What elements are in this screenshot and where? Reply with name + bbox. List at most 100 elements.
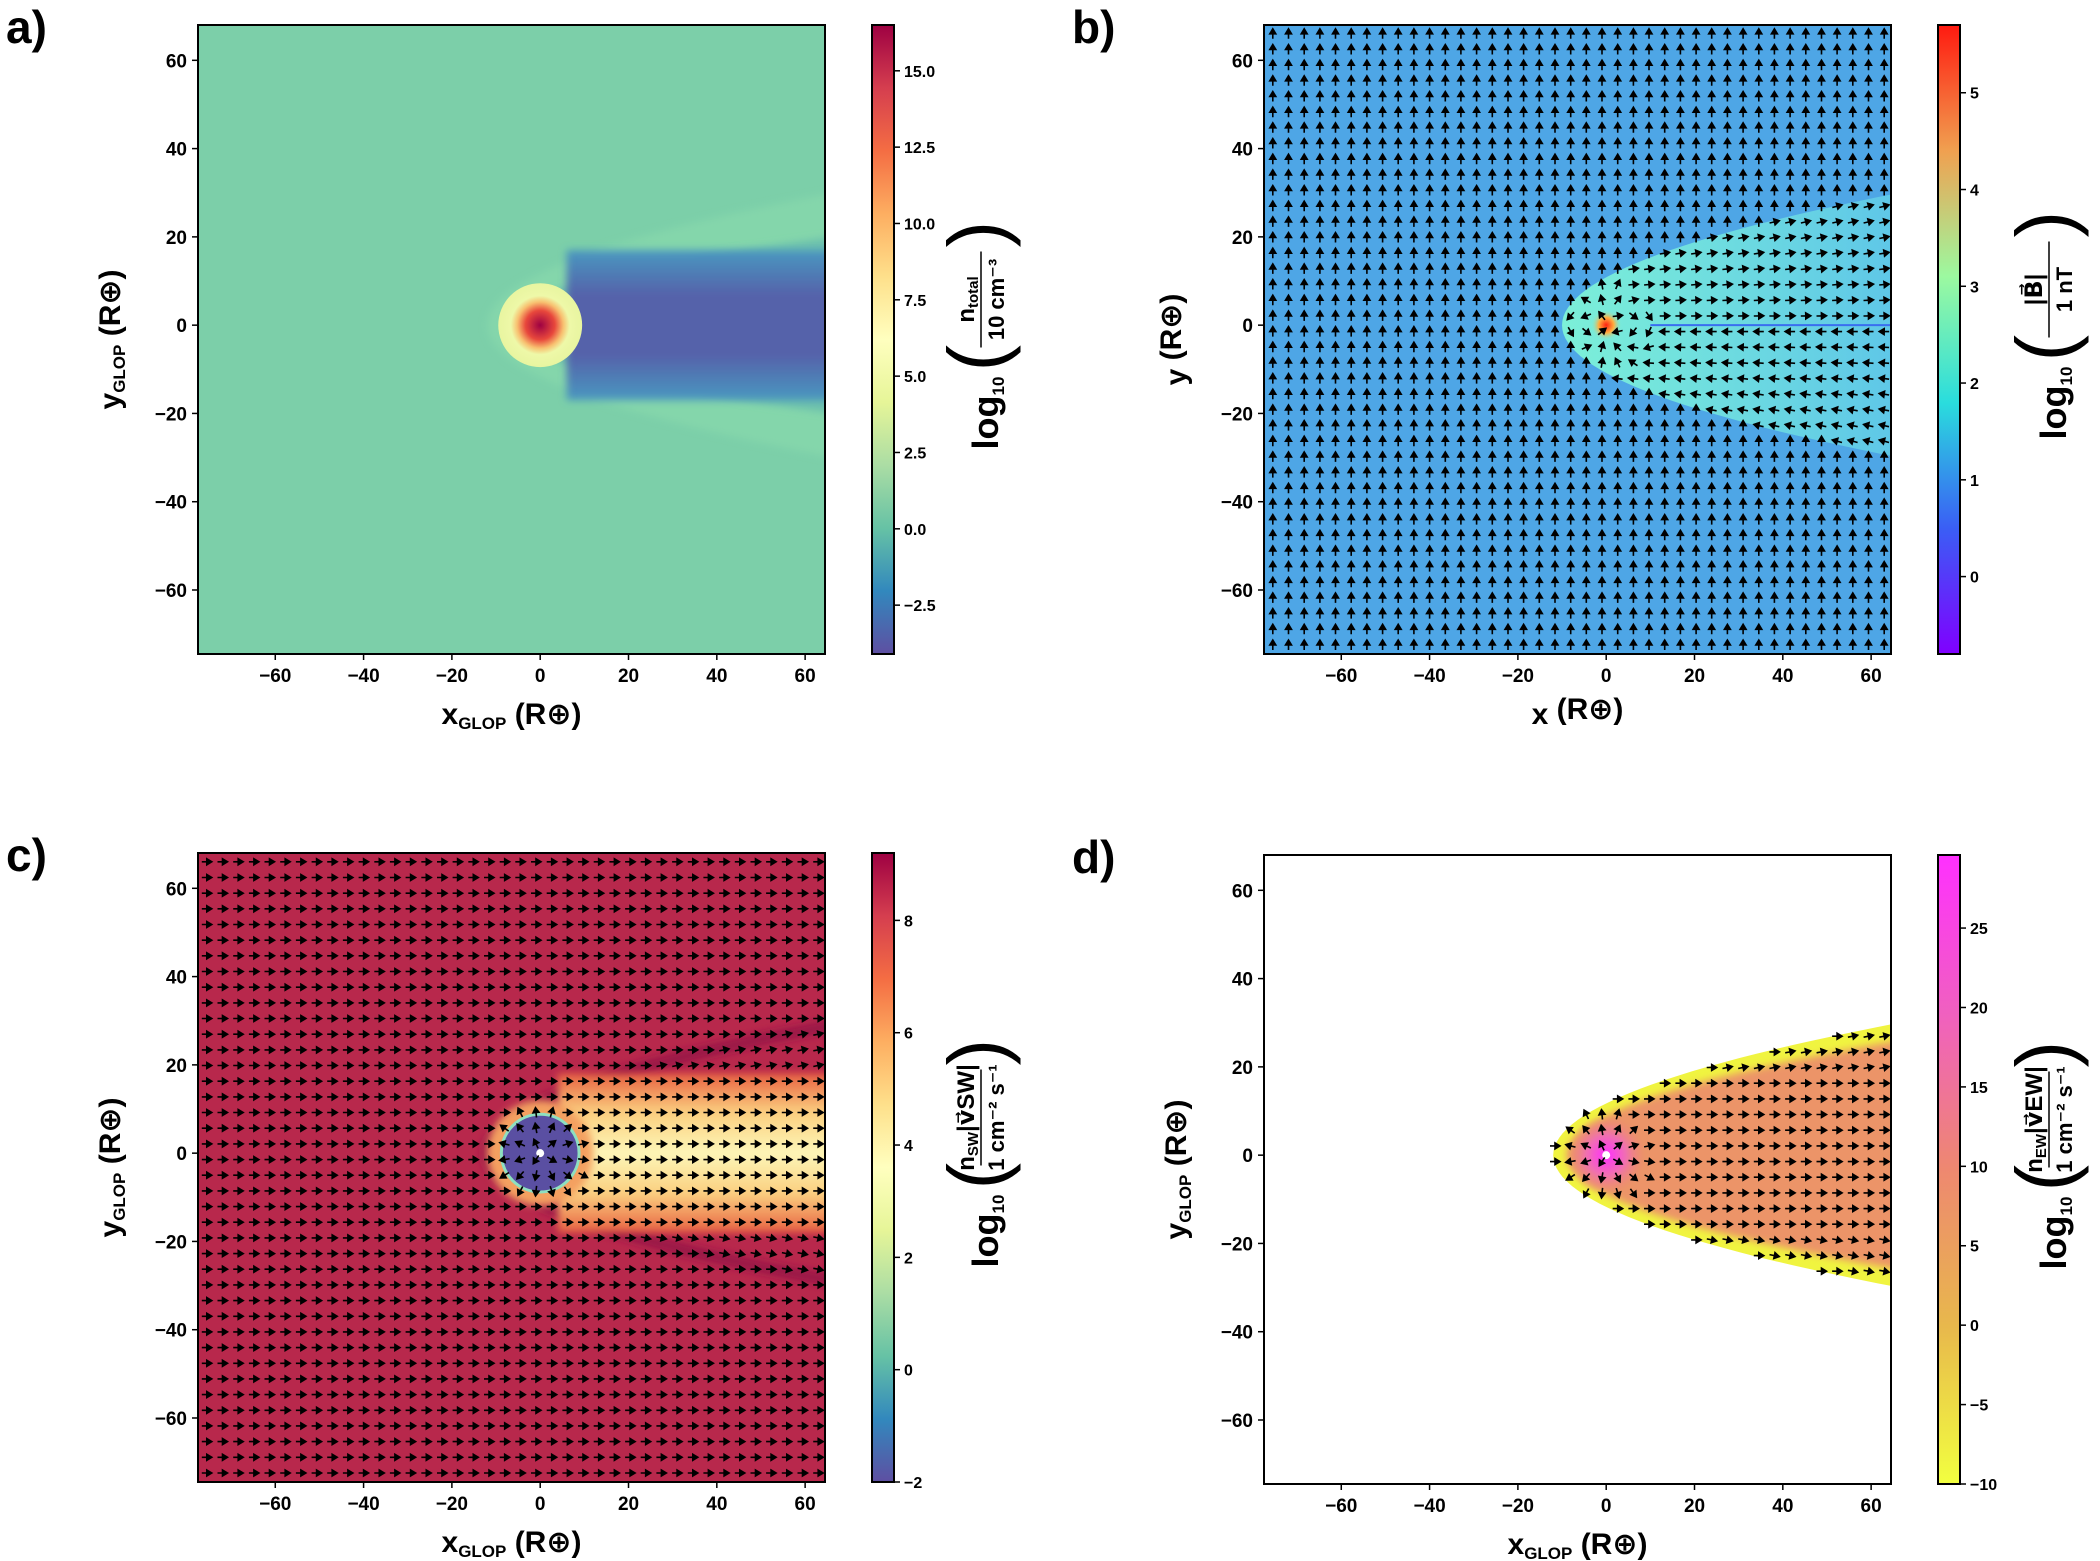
quiver-arrow — [813, 1030, 825, 1039]
quiver-arrow — [358, 1014, 371, 1023]
quiver-arrow — [531, 888, 543, 898]
quiver-arrow — [1738, 280, 1750, 289]
quiver-arrow — [531, 1233, 543, 1243]
quiver-arrow — [1691, 528, 1701, 541]
quiver-arrow — [311, 1296, 324, 1306]
quiver-arrow — [546, 1233, 559, 1243]
quiver-arrow — [1362, 168, 1372, 180]
quiver-arrow — [295, 1264, 308, 1274]
quiver-arrow — [374, 1108, 386, 1117]
quiver-arrow — [421, 1108, 433, 1117]
y-tick-label: 40 — [166, 968, 187, 989]
quiver-arrow — [311, 1217, 324, 1227]
quiver-arrow — [1628, 1204, 1640, 1214]
quiver-arrow — [295, 1014, 308, 1023]
quiver-arrow — [1487, 183, 1497, 196]
quiver-arrow — [1409, 74, 1419, 86]
quiver-arrow — [750, 1108, 763, 1117]
x-tick-label: 60 — [795, 666, 816, 687]
quiver-arrow — [264, 1437, 277, 1447]
quiver-arrow — [1268, 340, 1278, 353]
quiver-arrow — [1800, 280, 1813, 289]
quiver-arrow — [1378, 638, 1388, 650]
quiver-arrow — [672, 1233, 684, 1243]
quiver-arrow — [264, 1186, 277, 1196]
quiver-arrow — [374, 1202, 386, 1212]
quiver-arrow — [562, 998, 574, 1008]
quiver-arrow — [1753, 1219, 1766, 1229]
quiver-arrow — [342, 982, 355, 992]
quiver-arrow — [405, 1264, 418, 1274]
quiver-arrow — [374, 1186, 386, 1196]
quiver-arrow — [1268, 293, 1278, 306]
quiver-arrow — [640, 920, 653, 929]
quiver-arrow — [1487, 325, 1497, 337]
quiver-arrow — [1736, 390, 1749, 399]
quiver-arrow — [766, 1468, 778, 1478]
quiver-arrow — [1346, 387, 1356, 400]
quiver-arrow — [515, 1217, 527, 1227]
quiver-arrow — [719, 1358, 731, 1368]
quiver-arrow — [1660, 199, 1670, 212]
quiver-arrow — [1644, 575, 1654, 588]
quiver-arrow — [625, 1296, 637, 1306]
quiver-arrow — [813, 1139, 825, 1149]
quiver-arrow — [656, 1358, 668, 1368]
quiver-arrow — [1830, 390, 1843, 399]
quiver-arrow — [1644, 199, 1654, 212]
quiver-arrow — [766, 888, 778, 898]
quiver-arrow — [1456, 27, 1466, 39]
quiver-arrow — [437, 1014, 449, 1023]
quiver-arrow — [515, 935, 527, 945]
quiver-arrow — [1331, 544, 1340, 556]
quiver-arrow — [750, 1139, 763, 1149]
quiver-arrow — [374, 1029, 386, 1039]
quiver-arrow — [562, 1280, 574, 1290]
quiver-arrow — [1707, 434, 1717, 447]
quiver-arrow — [531, 1327, 543, 1337]
quiver-arrow — [1581, 246, 1591, 259]
quiver-arrow — [1738, 233, 1750, 243]
quiver-arrow — [797, 1014, 810, 1023]
quiver-arrow — [1862, 421, 1874, 431]
quiver-arrow — [1503, 607, 1513, 619]
quiver-arrow — [1644, 528, 1654, 541]
quiver-arrow — [1299, 450, 1309, 462]
quiver-arrow — [719, 967, 731, 976]
quiver-arrow — [1440, 419, 1450, 431]
quiver-arrow — [546, 888, 559, 898]
quiver-arrow — [719, 1343, 731, 1353]
quiver-arrow — [531, 1014, 543, 1023]
quiver-arrow — [233, 1249, 245, 1259]
quiver-arrow — [1785, 450, 1795, 462]
quiver-arrow — [719, 904, 731, 914]
quiver-arrow — [1299, 638, 1309, 650]
quiver-arrow — [515, 1405, 527, 1415]
quiver-arrow — [1456, 183, 1466, 196]
quiver-arrow — [1268, 466, 1278, 478]
quiver-arrow — [264, 1264, 277, 1274]
quiver-arrow — [1440, 591, 1450, 603]
quiver-arrow — [1707, 183, 1717, 196]
quiver-arrow — [1487, 168, 1497, 180]
quiver-arrow — [1817, 199, 1826, 212]
quiver-arrow — [1613, 230, 1623, 243]
quiver-arrow — [1660, 544, 1670, 556]
quiver-arrow — [389, 1249, 402, 1259]
quiver-arrow — [578, 935, 590, 945]
quiver-arrow — [1832, 1251, 1844, 1260]
quiver-arrow — [437, 1092, 449, 1102]
quiver-arrow — [1456, 560, 1466, 572]
quiver-arrow — [1691, 280, 1703, 289]
quiver-arrow — [389, 1437, 402, 1447]
quiver-arrow — [1673, 327, 1686, 337]
quiver-arrow — [656, 904, 668, 914]
quiver-arrow — [264, 1374, 277, 1384]
quiver-arrow — [1487, 528, 1497, 541]
quiver-arrow — [1785, 1094, 1797, 1104]
quiver-arrow — [813, 998, 825, 1008]
quiver-arrow — [609, 1186, 621, 1196]
quiver-arrow — [499, 1092, 512, 1102]
quiver-arrow — [1753, 1063, 1766, 1073]
quiver-arrow — [546, 1155, 558, 1164]
